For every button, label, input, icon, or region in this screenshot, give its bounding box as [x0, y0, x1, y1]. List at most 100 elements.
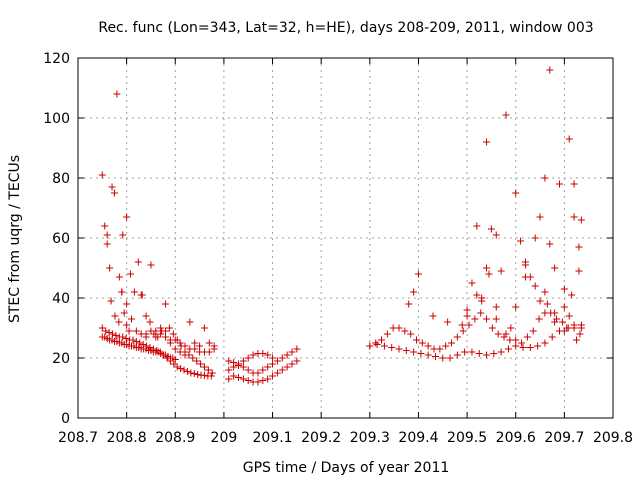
data-point [413, 336, 421, 344]
data-point [173, 363, 181, 371]
data-point [429, 312, 437, 320]
data-point [107, 297, 115, 305]
data-point [497, 348, 505, 356]
data-point [492, 315, 500, 323]
x-tick-label: 209 [211, 430, 238, 446]
data-point [577, 216, 585, 224]
data-point [518, 339, 526, 347]
data-point [401, 327, 409, 335]
data-point [125, 327, 133, 335]
data-point [490, 350, 498, 357]
x-tick-label: 209.7 [544, 430, 584, 446]
data-point [196, 342, 204, 350]
data-point [483, 315, 491, 323]
data-point [492, 231, 500, 239]
series-11 [405, 111, 583, 332]
data-point [129, 336, 137, 344]
x-tick-label: 208.8 [107, 430, 147, 446]
data-point [521, 273, 529, 281]
data-point [157, 330, 165, 338]
data-point [147, 261, 155, 269]
data-point [459, 327, 467, 335]
data-point [113, 90, 121, 98]
x-tick-label: 209.5 [447, 430, 487, 446]
data-point [259, 366, 267, 374]
x-tick-label: 209.3 [350, 430, 390, 446]
data-point [483, 138, 491, 146]
data-point [187, 369, 195, 377]
data-point [259, 350, 267, 357]
data-point [191, 339, 199, 347]
data-point [485, 270, 493, 278]
data-point [200, 363, 208, 371]
data-point [147, 327, 155, 335]
data-point [458, 321, 466, 329]
data-point [546, 66, 554, 74]
data-point [565, 312, 573, 320]
data-point [157, 324, 165, 332]
data-point [372, 339, 380, 347]
data-point [577, 321, 585, 329]
data-point [560, 303, 568, 311]
data-point [171, 336, 179, 344]
data-point [560, 327, 568, 335]
data-point [410, 288, 418, 296]
data-point [471, 315, 479, 323]
data-point [504, 345, 512, 353]
data-point [103, 240, 111, 248]
data-point [536, 213, 544, 221]
data-point [418, 339, 426, 347]
data-point [288, 360, 296, 368]
data-point [436, 345, 444, 353]
data-point [180, 366, 188, 374]
data-point [136, 339, 144, 347]
data-point [551, 318, 559, 326]
data-point [244, 377, 252, 384]
data-point [189, 354, 197, 362]
series-7 [225, 345, 301, 374]
data-point [570, 324, 578, 332]
data-point [98, 171, 106, 179]
data-point [193, 357, 201, 365]
data-point [235, 374, 242, 381]
data-point [115, 273, 123, 281]
data-point [366, 342, 374, 350]
data-point [205, 339, 213, 347]
data-point [551, 264, 559, 272]
data-point [430, 345, 438, 353]
data-point [468, 348, 476, 356]
data-point [453, 351, 461, 359]
data-point [283, 363, 291, 371]
y-tick-label: 80 [52, 171, 70, 187]
data-point [118, 288, 126, 296]
data-point [200, 371, 208, 379]
data-point [111, 312, 119, 320]
data-point [101, 222, 109, 230]
data-point [548, 333, 556, 341]
data-point [492, 303, 500, 311]
data-point [543, 300, 551, 308]
data-point [564, 324, 572, 332]
data-point [512, 342, 520, 350]
data-point [102, 327, 110, 335]
data-point [166, 357, 174, 365]
data-point [183, 368, 191, 375]
axes [77, 57, 614, 419]
data-point [463, 312, 471, 320]
data-point [414, 270, 422, 278]
data-point [278, 366, 286, 374]
data-point [541, 288, 549, 296]
data-point [461, 348, 469, 356]
data-point [127, 270, 135, 278]
data-point [529, 327, 537, 335]
data-point [519, 344, 527, 351]
data-point [160, 351, 168, 359]
data-point [194, 371, 202, 378]
data-point [380, 342, 388, 350]
data-point [521, 261, 529, 269]
data-point [575, 243, 583, 251]
data-point [103, 231, 111, 239]
y-tick-label: 120 [43, 51, 70, 67]
